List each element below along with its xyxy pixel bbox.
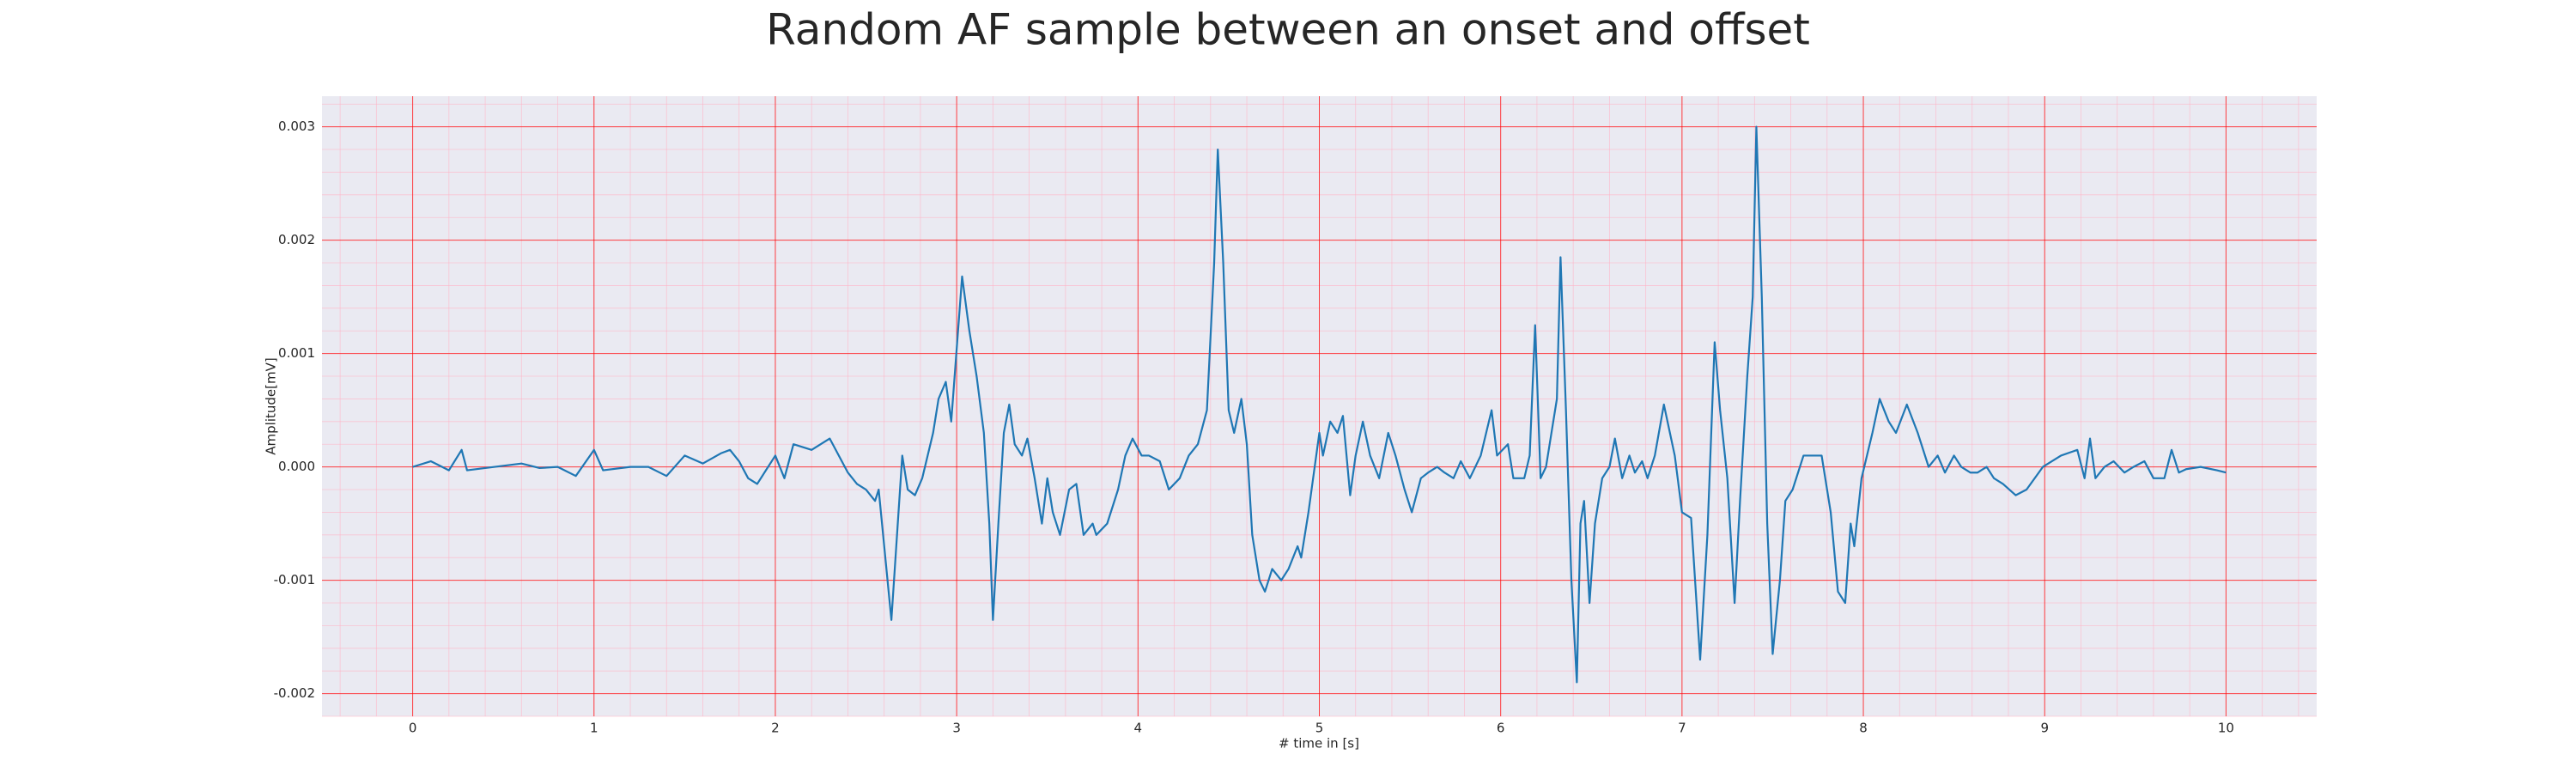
signal-line	[412, 125, 2227, 684]
y-tick-label: 0.002	[278, 232, 315, 247]
y-tick-label: -0.001	[274, 572, 315, 587]
x-tick-label: 9	[2040, 721, 2049, 736]
x-tick-label: 5	[1315, 721, 1324, 736]
x-tick-label: 1	[590, 721, 598, 736]
y-tick-label: -0.002	[274, 685, 315, 701]
chart-title: Random AF sample between an onset and of…	[766, 5, 1810, 55]
x-tick-label: 6	[1497, 721, 1505, 736]
x-axis-label: # time in [s]	[1279, 736, 1359, 752]
x-tick-label: 3	[952, 721, 961, 736]
x-tick-label: 0	[409, 721, 417, 736]
x-tick-label: 7	[1678, 721, 1686, 736]
x-tick-label: 4	[1134, 721, 1143, 736]
y-tick-label: 0.003	[278, 119, 315, 134]
y-tick-label: 0.001	[278, 345, 315, 361]
x-tick-label: 8	[1859, 721, 1868, 736]
x-tick-label: 2	[771, 721, 780, 736]
y-axis-label: Amplitude[mV]	[264, 357, 279, 454]
y-tick-label: 0.000	[278, 459, 315, 474]
x-tick-label: 10	[2218, 721, 2234, 736]
